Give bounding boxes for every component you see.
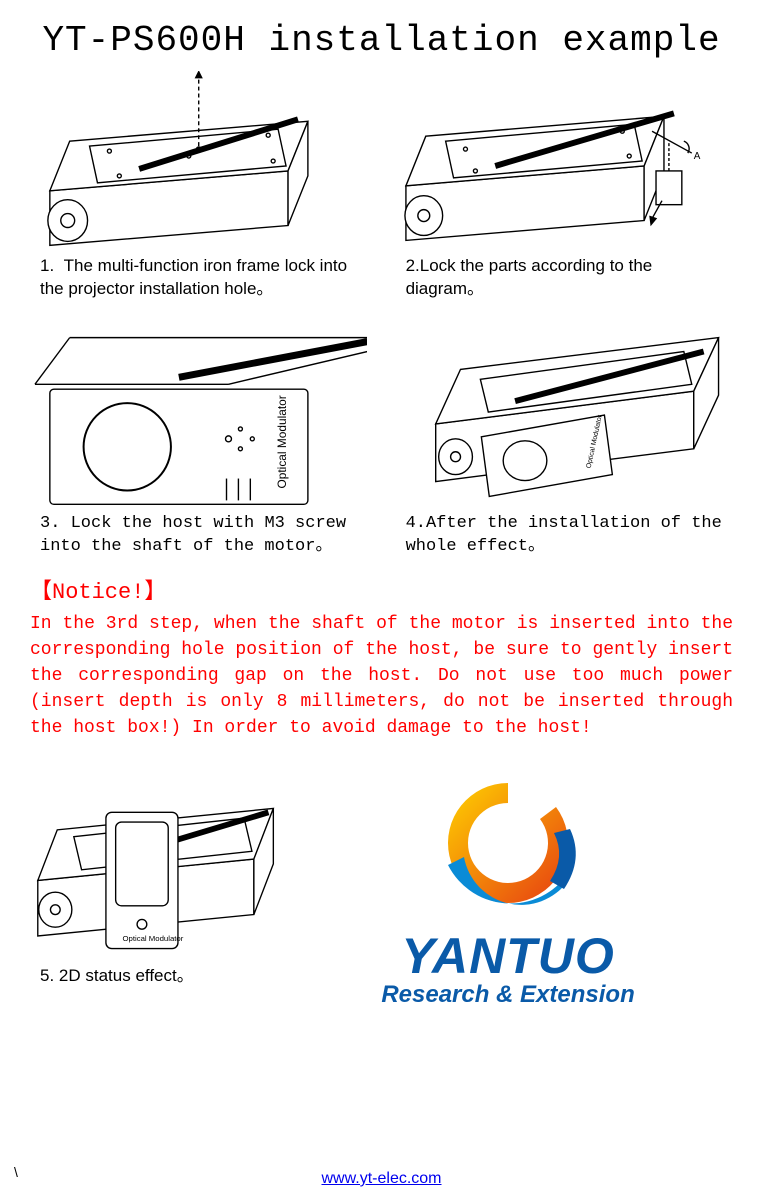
step-1: 1. The multi-function iron frame lock in… <box>30 71 367 301</box>
step-5-diagram: Optical Modulator <box>30 761 283 961</box>
step-2: A 2.Lock the parts according to the diag… <box>396 71 733 301</box>
brand-block: YANTUO Research & Extension <box>283 761 733 1009</box>
optical-modulator-label: Optical Modulator <box>275 395 289 488</box>
step-5: Optical Modulator 5. 2D status effect。 <box>30 761 283 988</box>
steps-row-2: Optical Modulator 3. Lock the host with … <box>0 329 763 559</box>
step-3-caption: 3. Lock the host with M3 screw into the … <box>30 509 367 559</box>
steps-row-1: 1. The multi-function iron frame lock in… <box>0 71 763 301</box>
website-link[interactable]: www.yt-elec.com <box>321 1170 441 1187</box>
step-4-diagram: Optical Modulator <box>396 329 733 509</box>
step-2-caption: 2.Lock the parts according to the diagra… <box>396 251 733 301</box>
brand-name: YANTUO <box>401 927 614 985</box>
footer-link-row: www.yt-elec.com <box>0 1170 763 1188</box>
svg-text:Optical Modulator: Optical Modulator <box>122 934 183 943</box>
step-4-caption: 4.After the installation of the whole ef… <box>396 509 733 559</box>
step-1-caption: 1. The multi-function iron frame lock in… <box>30 251 367 301</box>
brand-logo-icon <box>418 771 598 921</box>
step-4: Optical Modulator 4.After the installati… <box>396 329 733 559</box>
step-5-caption: 5. 2D status effect。 <box>30 961 283 988</box>
notice-body: In the 3rd step, when the shaft of the m… <box>0 611 763 741</box>
step-3-diagram: Optical Modulator <box>30 329 367 509</box>
svg-text:A: A <box>693 151 700 162</box>
step-3: Optical Modulator 3. Lock the host with … <box>30 329 367 559</box>
step-2-diagram: A <box>396 71 733 251</box>
step-1-diagram <box>30 71 367 251</box>
page-title: YT-PS600H installation example <box>0 0 763 61</box>
bottom-row: Optical Modulator 5. 2D status effect。 Y… <box>0 741 763 1009</box>
notice-heading: 【Notice!】 <box>0 559 763 611</box>
brand-subtitle: Research & Extension <box>381 981 634 1009</box>
